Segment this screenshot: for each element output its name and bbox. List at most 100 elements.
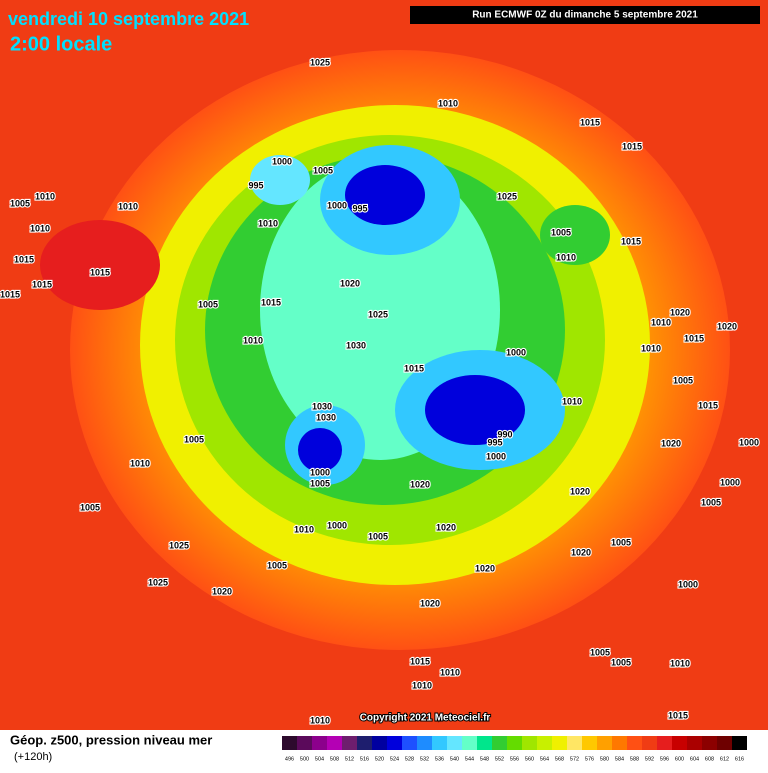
scale-label: 604	[690, 756, 699, 762]
scale-label: 552	[495, 756, 504, 762]
isobar-label: 1005	[590, 647, 610, 657]
isobar-label: 1015	[32, 279, 52, 289]
isobar-label: 1010	[438, 98, 458, 108]
copyright: Copyright 2021 Meteociel.fr	[360, 713, 491, 724]
isobar-label: 1015	[261, 297, 281, 307]
isobar-label: 1005	[198, 299, 218, 309]
scale-label: 544	[465, 756, 474, 762]
isobar-label: 1020	[661, 438, 681, 448]
scale-swatch	[702, 736, 717, 750]
isobar-label: 1005	[184, 434, 204, 444]
isobar-label: 1025	[148, 577, 168, 587]
run-info: Run ECMWF 0Z du dimanche 5 septembre 202…	[472, 10, 698, 21]
isobar-label: 1010	[641, 343, 661, 353]
isobar-label: 990	[497, 429, 512, 439]
scale-swatch	[492, 736, 507, 750]
isobar-label: 1010	[130, 458, 150, 468]
isobar-label: 1025	[169, 540, 189, 550]
isobar-label: 1005	[611, 537, 631, 547]
scale-swatch	[582, 736, 597, 750]
isobar-label: 1005	[673, 375, 693, 385]
legend-title: Géop. z500, pression niveau mer	[10, 732, 212, 747]
isobar-label: 1010	[562, 396, 582, 406]
isobar-label: 1015	[684, 333, 704, 343]
date-title: vendredi 10 septembre 2021	[8, 9, 249, 29]
scale-label: 532	[420, 756, 429, 762]
scale-swatch	[357, 736, 372, 750]
low-small	[250, 155, 310, 205]
high-america	[40, 220, 160, 310]
scale-swatch	[567, 736, 582, 750]
isobar-label: 1010	[412, 680, 432, 690]
isobar-label: 1020	[410, 479, 430, 489]
scale-swatch	[297, 736, 312, 750]
isobar-label: 1000	[486, 451, 506, 461]
scale-swatch	[537, 736, 552, 750]
legend-lead: (+120h)	[14, 751, 52, 763]
isobar-label: 1005	[368, 531, 388, 541]
isobar-label: 1005	[310, 478, 330, 488]
isobar-label: 1010	[294, 524, 314, 534]
isobar-label: 1005	[611, 657, 631, 667]
scale-label: 520	[375, 756, 384, 762]
isobar-label: 1025	[497, 191, 517, 201]
scale-swatch	[312, 736, 327, 750]
isobar-label: 1015	[622, 141, 642, 151]
low-north-core	[345, 165, 425, 225]
scale-label: 612	[720, 756, 729, 762]
scale-swatch	[597, 736, 612, 750]
scale-label: 600	[675, 756, 684, 762]
isobar-label: 1030	[316, 412, 336, 422]
isobar-label: 1005	[80, 502, 100, 512]
isobar-label: 1000	[327, 200, 347, 210]
isobar-label: 1015	[698, 400, 718, 410]
scale-label: 508	[330, 756, 339, 762]
scale-swatch	[657, 736, 672, 750]
isobar-label: 995	[248, 180, 263, 190]
isobar-label: 995	[487, 437, 502, 447]
scale-label: 568	[555, 756, 564, 762]
isobar-label: 1020	[670, 307, 690, 317]
scale-swatch	[432, 736, 447, 750]
isobar-label: 1000	[310, 467, 330, 477]
scale-label: 592	[645, 756, 654, 762]
scale-label: 504	[315, 756, 324, 762]
isobar-label: 1020	[420, 598, 440, 608]
isobar-label: 1010	[258, 218, 278, 228]
isobar-label: 1005	[701, 497, 721, 507]
scale-label: 512	[345, 756, 354, 762]
isobar-label: 1005	[551, 227, 571, 237]
isobar-label: 1000	[739, 437, 759, 447]
scale-swatch	[552, 736, 567, 750]
scale-label: 608	[705, 756, 714, 762]
isobar-label: 1005	[313, 165, 333, 175]
isobar-label: 995	[352, 203, 367, 213]
scale-label: 560	[525, 756, 534, 762]
scale-label: 524	[390, 756, 399, 762]
isobar-label: 1020	[340, 278, 360, 288]
scale-swatch	[282, 736, 297, 750]
scale-swatch	[402, 736, 417, 750]
isobar-label: 1015	[621, 236, 641, 246]
scale-label: 536	[435, 756, 444, 762]
scale-swatch	[687, 736, 702, 750]
isobar-label: 1000	[327, 520, 347, 530]
isobar-label: 1020	[436, 522, 456, 532]
scale-swatch	[717, 736, 732, 750]
isobar-label: 1010	[310, 715, 330, 725]
isobar-label: 1015	[90, 267, 110, 277]
scale-label: 516	[360, 756, 369, 762]
isobar-label: 1030	[312, 401, 332, 411]
isobar-label: 1030	[346, 340, 366, 350]
scale-swatch	[327, 736, 342, 750]
scale-label: 572	[570, 756, 579, 762]
scale-label: 596	[660, 756, 669, 762]
scale-label: 616	[735, 756, 744, 762]
isobar-label: 1010	[35, 191, 55, 201]
isobar-label: 1010	[670, 658, 690, 668]
isobar-label: 1010	[556, 252, 576, 262]
scale-label: 580	[600, 756, 609, 762]
scale-swatch	[627, 736, 642, 750]
scale-label: 588	[630, 756, 639, 762]
